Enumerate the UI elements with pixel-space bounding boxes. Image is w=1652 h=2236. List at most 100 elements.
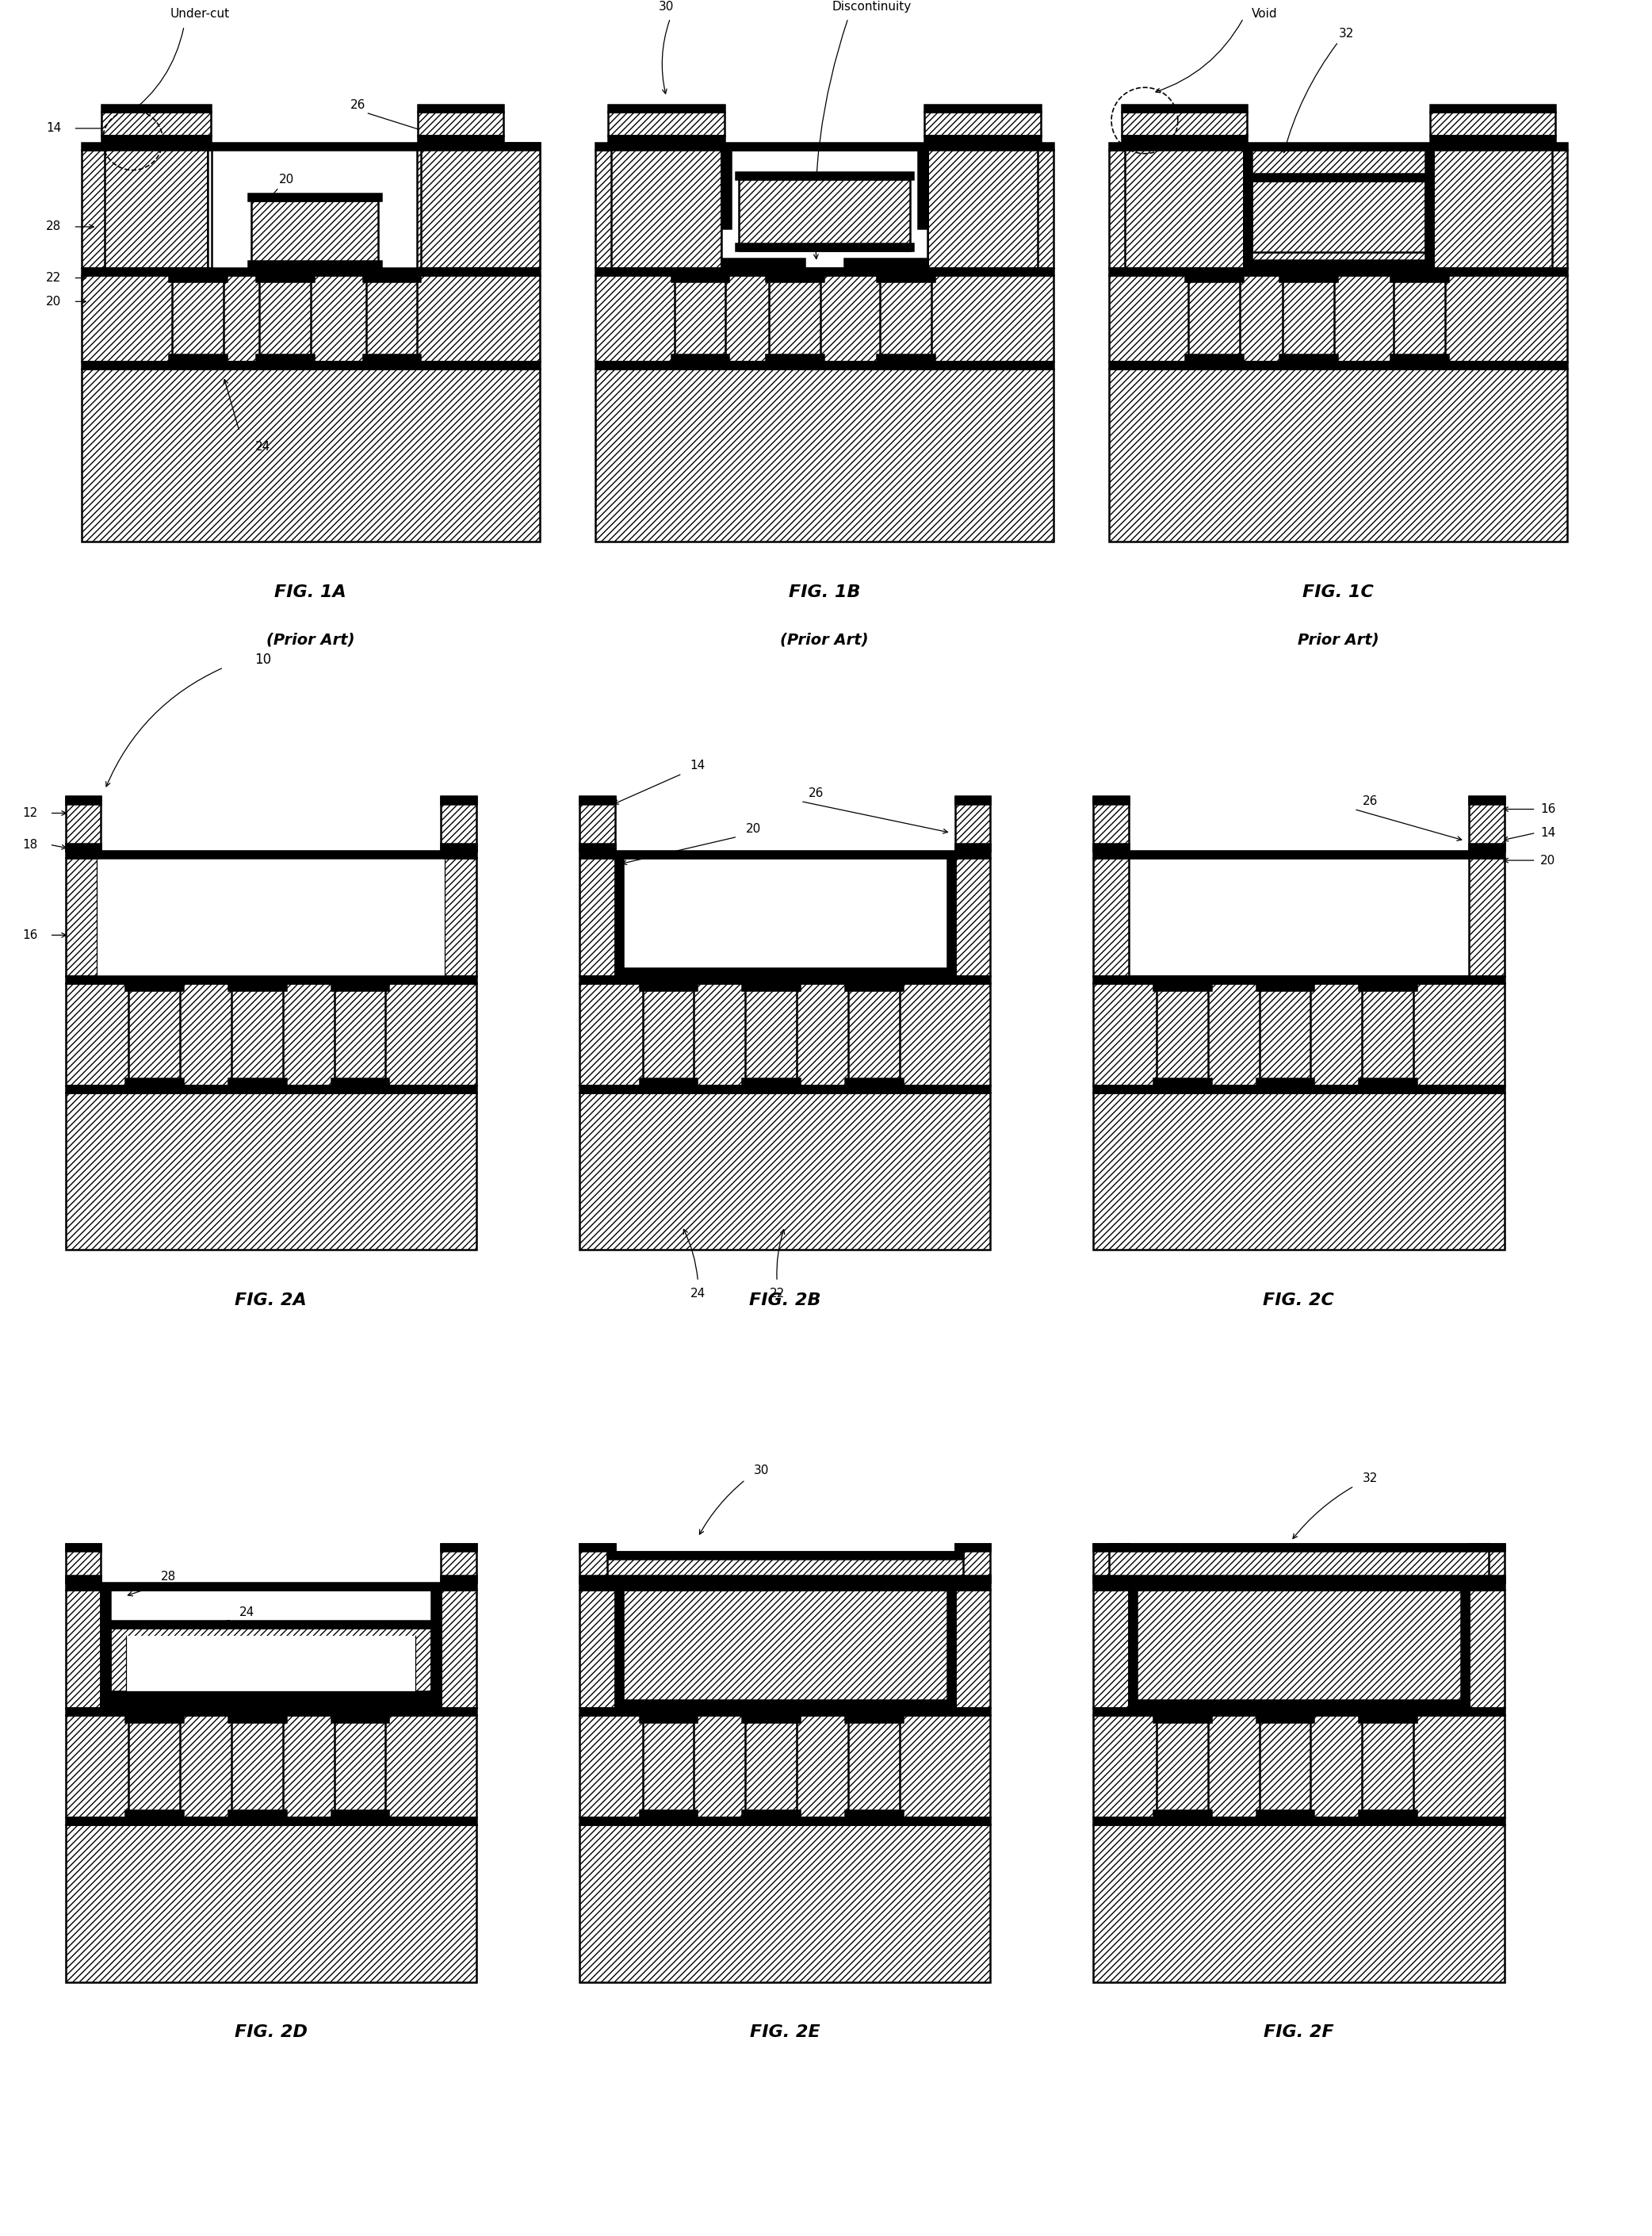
Bar: [1431, 112, 1555, 136]
Text: 20: 20: [46, 295, 61, 309]
Text: FIG. 2A: FIG. 2A: [235, 1292, 307, 1308]
Text: 26: 26: [1363, 796, 1378, 807]
Bar: [172, 275, 223, 362]
Text: Void: Void: [1251, 9, 1277, 20]
Bar: [955, 1543, 991, 1583]
Bar: [1256, 984, 1313, 991]
Bar: [1361, 984, 1414, 1084]
Bar: [1094, 1715, 1505, 1818]
Bar: [639, 1811, 697, 1818]
Bar: [580, 1084, 991, 1093]
Bar: [608, 136, 725, 143]
Bar: [1244, 150, 1251, 268]
Bar: [580, 859, 991, 977]
Bar: [1431, 105, 1555, 112]
Bar: [334, 984, 385, 1084]
Bar: [1244, 150, 1434, 268]
Bar: [877, 275, 935, 282]
Bar: [66, 1583, 476, 1590]
Bar: [211, 150, 418, 268]
Bar: [671, 275, 729, 282]
Bar: [919, 150, 927, 228]
Bar: [1184, 353, 1242, 362]
Bar: [847, 984, 900, 1084]
Bar: [363, 275, 420, 282]
Bar: [595, 275, 1054, 362]
Bar: [66, 1543, 101, 1550]
Bar: [441, 1576, 476, 1583]
Bar: [1156, 1715, 1208, 1818]
Bar: [81, 268, 540, 275]
Bar: [745, 1715, 796, 1818]
Text: 30: 30: [753, 1465, 768, 1476]
Bar: [1259, 1715, 1310, 1818]
Bar: [735, 172, 914, 179]
Bar: [955, 796, 991, 803]
Bar: [767, 275, 824, 282]
Bar: [955, 1576, 991, 1583]
Bar: [81, 275, 540, 362]
Bar: [1153, 1078, 1211, 1084]
Bar: [1391, 353, 1449, 362]
Bar: [1094, 1583, 1505, 1590]
Bar: [330, 1078, 388, 1084]
Bar: [102, 105, 211, 112]
Bar: [228, 1715, 286, 1722]
Bar: [1122, 105, 1247, 112]
Bar: [615, 859, 955, 977]
Bar: [126, 1635, 416, 1690]
Bar: [1361, 1715, 1414, 1818]
Bar: [101, 1590, 111, 1708]
Text: FIG. 1B: FIG. 1B: [788, 584, 861, 599]
Bar: [615, 1590, 623, 1708]
Bar: [1094, 1576, 1128, 1583]
Bar: [722, 150, 732, 228]
Bar: [421, 143, 540, 268]
Bar: [66, 1576, 101, 1583]
Bar: [66, 1093, 476, 1250]
Bar: [1094, 1543, 1128, 1583]
Text: Discontinuity: Discontinuity: [833, 0, 912, 13]
Bar: [330, 1811, 388, 1818]
Bar: [1094, 796, 1128, 852]
Bar: [742, 1078, 800, 1084]
Bar: [441, 843, 476, 852]
Bar: [66, 852, 476, 859]
Bar: [1394, 275, 1446, 362]
Bar: [81, 150, 540, 268]
Text: 20: 20: [745, 823, 762, 834]
Bar: [126, 1078, 183, 1084]
Bar: [674, 275, 725, 362]
Bar: [1280, 275, 1338, 282]
Bar: [102, 112, 211, 136]
Bar: [228, 1811, 286, 1818]
Bar: [881, 275, 932, 362]
Text: 24: 24: [240, 1605, 254, 1619]
Bar: [1128, 1699, 1469, 1708]
Bar: [1469, 1543, 1505, 1583]
Bar: [1360, 1078, 1416, 1084]
Bar: [877, 353, 935, 362]
Bar: [671, 353, 729, 362]
Text: 28: 28: [160, 1570, 175, 1583]
Bar: [580, 1576, 615, 1583]
Bar: [1426, 150, 1434, 268]
Text: 18: 18: [21, 838, 38, 850]
Bar: [1108, 369, 1568, 541]
Text: 28: 28: [46, 221, 61, 233]
Bar: [580, 1818, 991, 1825]
Bar: [1108, 1543, 1488, 1583]
Bar: [580, 1543, 615, 1583]
Bar: [1431, 136, 1555, 143]
Bar: [844, 1715, 902, 1722]
Bar: [738, 179, 910, 250]
Bar: [639, 1715, 697, 1722]
Bar: [923, 112, 1041, 136]
Bar: [81, 143, 540, 150]
Bar: [1184, 275, 1242, 282]
Text: 22: 22: [46, 273, 61, 284]
Bar: [1360, 1811, 1416, 1818]
Bar: [441, 796, 476, 852]
Bar: [745, 984, 796, 1084]
Text: 16: 16: [21, 930, 38, 941]
